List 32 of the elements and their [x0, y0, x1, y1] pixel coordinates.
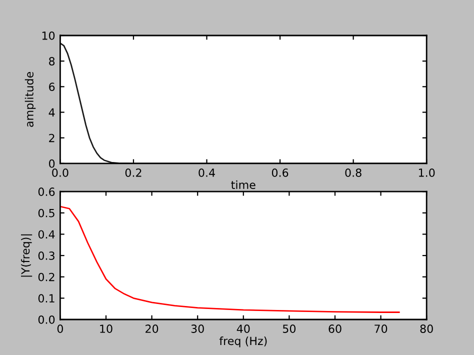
- x-tick-label: 1.0: [418, 168, 435, 177]
- y-tick-label: 0.3: [38, 252, 54, 260]
- x-tick-label: 20: [146, 324, 158, 333]
- y-tick-label: 0.2: [38, 272, 54, 282]
- x-tick-label: 0.8: [345, 168, 362, 177]
- y-tick-label: 10: [42, 31, 55, 40]
- x-tick-label: 0.2: [125, 168, 142, 177]
- line-series: [60, 206, 400, 313]
- x-axis-title: time: [231, 180, 256, 190]
- y-tick-label: 0.1: [38, 294, 54, 303]
- x-tick-label: 50: [282, 324, 296, 333]
- x-tick-label: 0.6: [272, 168, 288, 177]
- y-tick-label: 0.0: [38, 315, 55, 324]
- x-tick-label: 0.4: [198, 168, 215, 177]
- y-tick-label: 0.4: [38, 230, 55, 239]
- y-tick-label: 6: [49, 82, 55, 92]
- y-axis-title: |Y(freq)|: [21, 234, 32, 277]
- x-tick-label: 80: [420, 324, 433, 333]
- x-tick-label: 40: [236, 324, 250, 333]
- y-tick-label: 0.6: [38, 188, 55, 196]
- x-tick-label: 10: [100, 324, 112, 333]
- y-tick-label: 4: [48, 108, 55, 116]
- y-tick-label: 8: [49, 57, 55, 66]
- y-tick-label: 0.5: [38, 208, 54, 218]
- y-tick-label: 0: [49, 159, 55, 168]
- x-tick-label: 70: [374, 324, 388, 333]
- y-tick-label: 2: [49, 134, 54, 142]
- y-axis-title: amplitude: [24, 72, 36, 127]
- x-tick-label: 0: [57, 324, 63, 333]
- x-tick-label: 30: [191, 324, 204, 333]
- x-tick-label: 60: [328, 324, 342, 333]
- x-axis-title: freq (Hz): [219, 336, 267, 348]
